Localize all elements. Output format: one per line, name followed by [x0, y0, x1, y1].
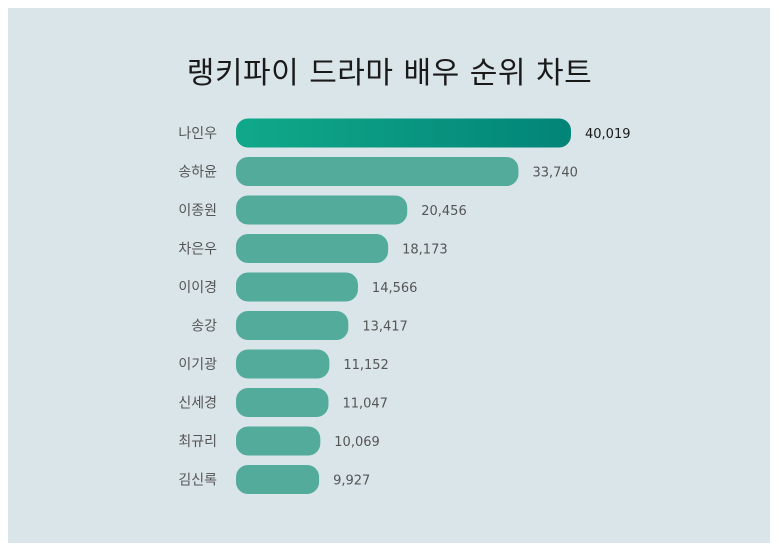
- category-label: 이이경: [178, 280, 217, 296]
- bar-row: 이이경 14,566: [178, 272, 418, 302]
- category-label: 이종원: [178, 203, 217, 219]
- bar-row: 신세경 11,047: [178, 388, 388, 417]
- chart-background: [8, 8, 770, 543]
- bar-row: 최규리 10,069: [178, 426, 380, 456]
- bar: [236, 349, 330, 379]
- category-label: 송하윤: [178, 165, 217, 181]
- bar: [236, 195, 408, 225]
- value-label: 10,069: [334, 435, 380, 450]
- value-label: 9,927: [333, 474, 370, 489]
- bar-row: 김신록 9,927: [178, 465, 370, 494]
- chart-title: 랭키파이 드라마 배우 순위 차트: [186, 56, 593, 91]
- value-label: 11,047: [342, 397, 388, 412]
- category-label: 최규리: [178, 434, 217, 450]
- value-label: 40,019: [585, 127, 631, 142]
- bar-row: 송하윤 33,740: [178, 157, 578, 186]
- bar-row: 이종원 20,456: [178, 195, 467, 225]
- value-label: 18,173: [402, 243, 448, 258]
- category-label: 송강: [191, 319, 217, 335]
- bar-row: 이기광 11,152: [178, 349, 389, 379]
- bar: [236, 426, 321, 456]
- category-label: 김신록: [178, 473, 217, 489]
- category-label: 나인우: [178, 126, 217, 142]
- value-label: 33,740: [532, 166, 578, 181]
- value-label: 13,417: [362, 320, 408, 335]
- value-label: 11,152: [343, 358, 389, 373]
- bar-row: 나인우 40,019: [178, 118, 631, 148]
- bar: [236, 157, 519, 186]
- bar: [236, 118, 571, 148]
- value-label: 14,566: [372, 281, 418, 296]
- value-label: 20,456: [421, 204, 467, 219]
- bar: [236, 465, 320, 494]
- bar: [236, 234, 389, 263]
- bar: [236, 311, 349, 340]
- bar-row: 송강 13,417: [191, 311, 408, 340]
- category-label: 신세경: [178, 396, 217, 412]
- bar: [236, 388, 329, 417]
- bar-row: 차은우 18,173: [178, 234, 448, 263]
- category-label: 차은우: [178, 242, 217, 258]
- category-label: 이기광: [178, 357, 217, 373]
- bar: [236, 272, 358, 302]
